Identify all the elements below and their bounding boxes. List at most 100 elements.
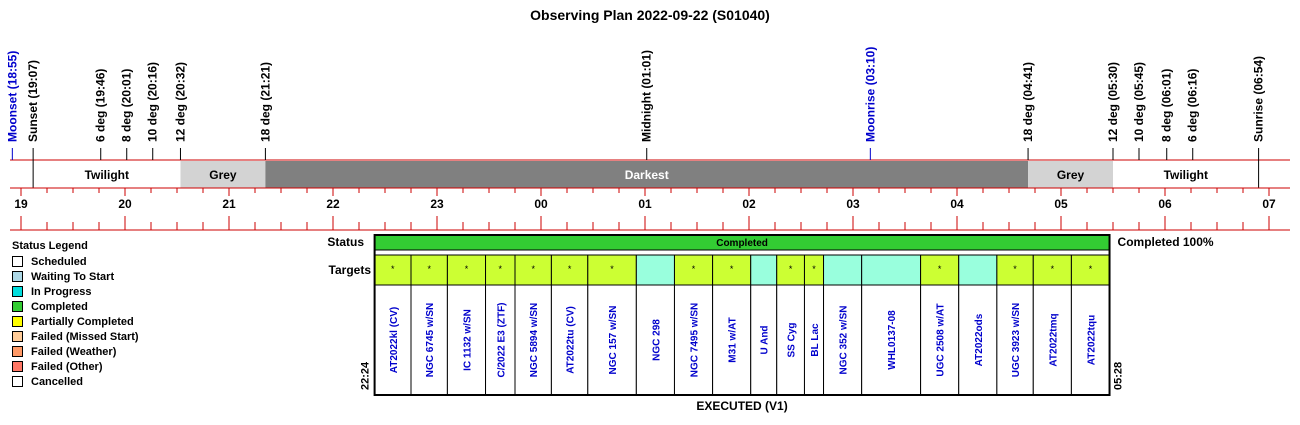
night-band-label: Grey	[1057, 168, 1085, 182]
target-name-cell	[712, 284, 752, 396]
hour-label: 22	[326, 197, 340, 211]
night-band	[1113, 161, 1259, 188]
target-mark: *	[427, 264, 431, 274]
status-bar-text: Completed	[716, 238, 768, 249]
target-mark: *	[391, 264, 395, 274]
legend-label: Scheduled	[31, 255, 87, 268]
target-mark: *	[568, 264, 572, 274]
hour-label: 01	[638, 197, 652, 211]
legend-swatch	[12, 271, 23, 282]
target-name: SS Cyg	[787, 322, 798, 357]
target-name-cell	[776, 284, 805, 396]
target-cell	[958, 254, 998, 286]
legend-swatch	[12, 256, 23, 267]
target-name-cell	[1070, 284, 1111, 396]
target-name: WHL0137-08	[887, 310, 898, 370]
event-label: 18 deg (04:41)	[1021, 62, 1035, 142]
targets-row-label: Targets	[329, 263, 372, 277]
night-bands: Twilight Grey Darkest Grey Twilight	[10, 160, 1290, 189]
night-band-label: Twilight	[1164, 168, 1208, 182]
target-cell	[996, 254, 1034, 286]
plan-footer: EXECUTED (V1)	[696, 399, 787, 413]
legend-title: Status Legend	[12, 240, 88, 252]
target-cell	[1032, 254, 1072, 286]
target-mark: *	[1051, 264, 1055, 274]
hour-label: 20	[118, 197, 132, 211]
target-mark: *	[499, 264, 503, 274]
night-band-label: Grey	[209, 168, 237, 182]
legend-label: In Progress	[31, 285, 92, 298]
hour-label: 03	[846, 197, 860, 211]
target-name: NGC 6745 w/SN	[425, 303, 436, 377]
legend-label: Waiting To Start	[31, 270, 115, 283]
target-name-cell	[635, 284, 675, 396]
target-mark: *	[1089, 264, 1093, 274]
event-label: 8 deg (20:01)	[120, 69, 134, 142]
hour-axis: 19 20 21 22 23 00 01 02 03 04 05 06 07	[10, 188, 1290, 231]
hour-label: 19	[14, 197, 28, 211]
legend-label: Completed	[31, 300, 88, 313]
event-label: 8 deg (06:01)	[1160, 69, 1174, 142]
target-name: U And	[760, 325, 771, 354]
legend-label: Failed (Other)	[31, 360, 103, 373]
event-label: Moonrise (03:10)	[863, 47, 877, 142]
event-label: Midnight (01:01)	[640, 50, 654, 142]
target-name: AT2022kl (CV)	[389, 307, 400, 374]
plan-panel: Status Targets Completed Completed 100% …	[327, 234, 1214, 413]
legend-swatch	[12, 376, 23, 387]
legend-item: Completed	[12, 299, 139, 314]
target-name-cell	[550, 284, 589, 396]
hour-label: 04	[950, 197, 964, 211]
target-name: NGC 5894 w/SN	[529, 303, 540, 377]
target-name-cell	[958, 284, 998, 396]
event-label: 10 deg (05:45)	[1132, 62, 1146, 142]
legend-swatch	[12, 286, 23, 297]
legend-swatch	[12, 361, 23, 372]
target-cell	[750, 254, 778, 286]
target-mark: *	[610, 264, 614, 274]
plan-frame	[373, 234, 1111, 396]
target-mark: *	[465, 264, 469, 274]
legend-label: Failed (Weather)	[31, 345, 117, 358]
page-title: Observing Plan 2022-09-22 (S01040)	[530, 7, 770, 23]
target-cell	[550, 254, 589, 286]
target-name: NGC 298	[651, 319, 662, 361]
legend-swatch	[12, 316, 23, 327]
legend-item: Partially Completed	[12, 314, 139, 329]
target-name-cell	[823, 284, 863, 396]
event-label: 6 deg (19:46)	[94, 69, 108, 142]
target-name-cell	[996, 284, 1034, 396]
completion-text: Completed 100%	[1118, 235, 1214, 249]
target-mark: *	[789, 264, 793, 274]
target-cell	[861, 254, 922, 286]
status-legend: Status Legend Scheduled Waiting To Start I…	[12, 240, 139, 389]
legend-swatch	[12, 346, 23, 357]
legend-item: Failed (Other)	[12, 359, 139, 374]
target-name: UGC 2508 w/AT	[936, 303, 947, 376]
night-band	[180, 161, 266, 188]
hour-label: 21	[222, 197, 236, 211]
legend-swatch	[12, 331, 23, 342]
target-name-cell	[446, 284, 487, 396]
hour-label: 23	[430, 197, 444, 211]
target-cell	[823, 254, 863, 286]
target-name: UGC 3923 w/SN	[1011, 303, 1022, 377]
event-label: 18 deg (21:21)	[258, 62, 272, 142]
event-label: 6 deg (06:16)	[1186, 69, 1200, 142]
event-label: 12 deg (20:32)	[173, 62, 187, 142]
target-name-cell	[514, 284, 552, 396]
target-columns: * AT2022kl (CV) * NGC 6745 w/SN * IC 1132 w/S…	[373, 234, 1111, 396]
hour-label: 06	[1158, 197, 1172, 211]
target-name: NGC 352 w/SN	[839, 306, 850, 375]
legend-item: Scheduled	[12, 254, 139, 269]
target-cell	[374, 254, 412, 286]
night-band	[33, 161, 181, 188]
legend-item: In Progress	[12, 284, 139, 299]
target-name: AT2022tqu	[1086, 315, 1097, 365]
target-cell	[587, 254, 637, 286]
event-label: 12 deg (05:30)	[1106, 62, 1120, 142]
event-label: 10 deg (20:16)	[146, 62, 160, 142]
target-name: AT2022tu (CV)	[566, 306, 577, 374]
target-cell	[920, 254, 960, 286]
status-row-label: Status	[327, 235, 364, 249]
